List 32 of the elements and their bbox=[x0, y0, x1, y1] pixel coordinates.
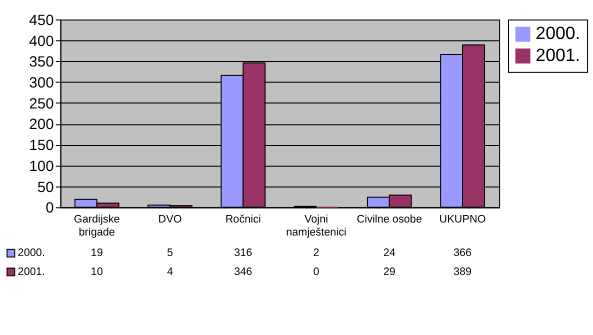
x-tick-label: Ročnici bbox=[225, 214, 261, 226]
x-tick-label: Civilne osobe bbox=[356, 214, 422, 226]
text: 2001. bbox=[18, 266, 45, 278]
x-tick-label: Vojni namještenici bbox=[286, 214, 346, 238]
data-label: 2 bbox=[313, 247, 320, 260]
y-tick-label: 400 bbox=[29, 34, 54, 50]
y-tick-label: 100 bbox=[29, 158, 54, 175]
legend-label: 2001. bbox=[536, 44, 580, 65]
y-tick-label: 450 bbox=[29, 12, 54, 29]
data-label: 346 bbox=[234, 266, 252, 278]
y-tick-label: 200 bbox=[29, 117, 54, 134]
data-label: 29 bbox=[383, 266, 396, 278]
data-label: 316 bbox=[234, 247, 252, 260]
x-tick-label: Gardijske brigade bbox=[74, 214, 120, 238]
data-label: 24 bbox=[383, 247, 396, 260]
data-label: 10 bbox=[90, 266, 103, 278]
y-tick-label: 250 bbox=[29, 96, 54, 112]
data-label: 389 bbox=[453, 266, 472, 278]
data-label: 19 bbox=[90, 247, 103, 260]
text: 2000. bbox=[536, 23, 580, 44]
data-label: 0 bbox=[313, 266, 320, 278]
x-tick-label: DVO bbox=[158, 214, 182, 226]
y-tick-label: 50 bbox=[37, 180, 54, 196]
y-tick-label: 300 bbox=[29, 76, 54, 92]
x-tick-label: UKUPNO bbox=[439, 214, 486, 226]
y-tick-label: 150 bbox=[29, 138, 54, 154]
legend-label: 2000. bbox=[18, 247, 45, 260]
y-tick-label: 0 bbox=[46, 200, 54, 217]
data-label: 4 bbox=[166, 266, 174, 278]
y-tick-label: 350 bbox=[29, 54, 54, 71]
data-label: 366 bbox=[453, 247, 472, 260]
data-label: 5 bbox=[166, 247, 174, 260]
